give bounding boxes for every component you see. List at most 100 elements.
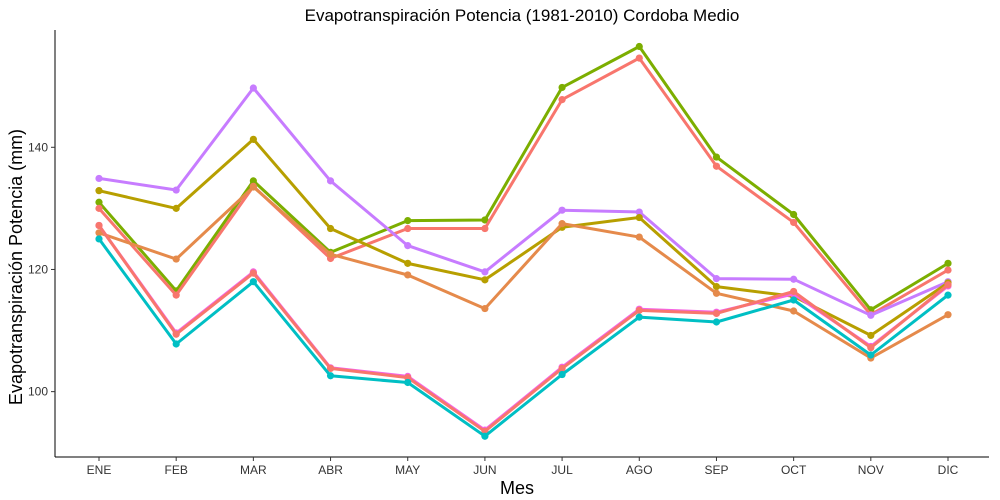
data-point [404,271,412,279]
data-point [635,313,643,321]
y-tick-label: 100 [28,385,48,399]
series-line [97,137,950,337]
series-8 [95,235,952,440]
series-line [97,224,950,433]
series-7 [95,221,952,435]
data-point [326,364,335,373]
data-point [172,186,180,194]
series-layer [95,42,952,440]
x-tick-label: ENE [87,463,112,477]
data-point [404,259,412,267]
data-point [326,224,335,233]
data-point [944,259,952,267]
series-line [97,86,950,317]
series-5 [95,183,952,362]
data-point [712,282,721,291]
data-point [481,268,489,276]
x-tick-label: AGO [626,463,653,477]
data-point [635,42,643,51]
data-point [790,210,798,219]
y-axis-title: Evapotranspiración Potencia (mm) [6,129,26,405]
data-point [95,174,103,183]
data-point [867,351,875,359]
series-line [97,56,950,317]
data-point [558,220,566,228]
data-point [712,153,721,161]
data-point [249,278,257,286]
data-point [481,276,489,284]
x-tick-label: DIC [938,463,959,477]
y-axis-ticks: 100 120 140 [28,140,55,399]
data-point [481,304,489,313]
x-tick-label: MAY [395,463,420,477]
data-point [944,281,952,289]
data-point [635,213,643,222]
y-tick-label: 140 [28,140,48,154]
data-point [712,318,721,326]
series-line [97,237,950,438]
data-point [635,54,643,62]
data-point [944,311,952,319]
data-point [558,83,566,92]
x-tick-label: FEB [165,463,188,477]
x-axis-title: Mes [500,478,534,498]
data-point [481,216,489,224]
data-point [172,255,180,263]
data-point [404,216,412,225]
data-point [404,242,412,250]
data-point [481,224,489,233]
series-line [97,185,950,360]
data-point [326,250,335,258]
data-point [249,269,257,277]
data-point [172,330,180,338]
data-point [635,208,643,216]
data-point [95,235,103,243]
data-point [404,224,412,233]
data-point [172,340,180,348]
data-point [558,96,566,104]
data-point [95,187,103,195]
data-point [944,266,952,274]
x-axis-ticks: ENE FEB MAR ABR MAY JUN JUL AGO SEP OCT NOV DIC [87,457,959,477]
data-point [249,183,257,191]
data-point [635,306,643,314]
x-tick-label: NOV [858,463,884,477]
data-point [558,370,566,379]
chart-title: Evapotranspiración Potencia (1981-2010) … [305,6,740,25]
data-point [95,204,103,212]
x-tick-label: OCT [781,463,807,477]
data-point [635,233,643,241]
data-point [481,432,489,440]
data-point [249,84,257,92]
data-point [249,135,257,143]
data-point [172,204,180,212]
x-tick-label: MAR [240,463,267,477]
data-point [867,344,875,352]
data-point [712,162,721,170]
data-point [712,309,721,318]
data-point [790,287,798,296]
data-point [558,206,566,214]
series-1 [95,42,952,314]
x-tick-label: SEP [704,463,728,477]
data-point [790,275,798,283]
data-point [790,218,798,227]
data-point [790,296,798,304]
data-point [944,291,952,299]
x-tick-label: JUN [473,463,496,477]
data-point [172,291,180,299]
data-point [326,372,335,380]
data-point [249,177,257,185]
data-point [95,221,103,230]
series-line [97,45,950,312]
x-tick-label: ABR [318,463,343,477]
data-point [867,331,875,340]
data-point [867,311,875,319]
series-3 [95,84,952,319]
data-point [790,307,798,315]
data-point [712,289,721,297]
data-point [326,177,335,185]
series-2 [95,54,952,319]
